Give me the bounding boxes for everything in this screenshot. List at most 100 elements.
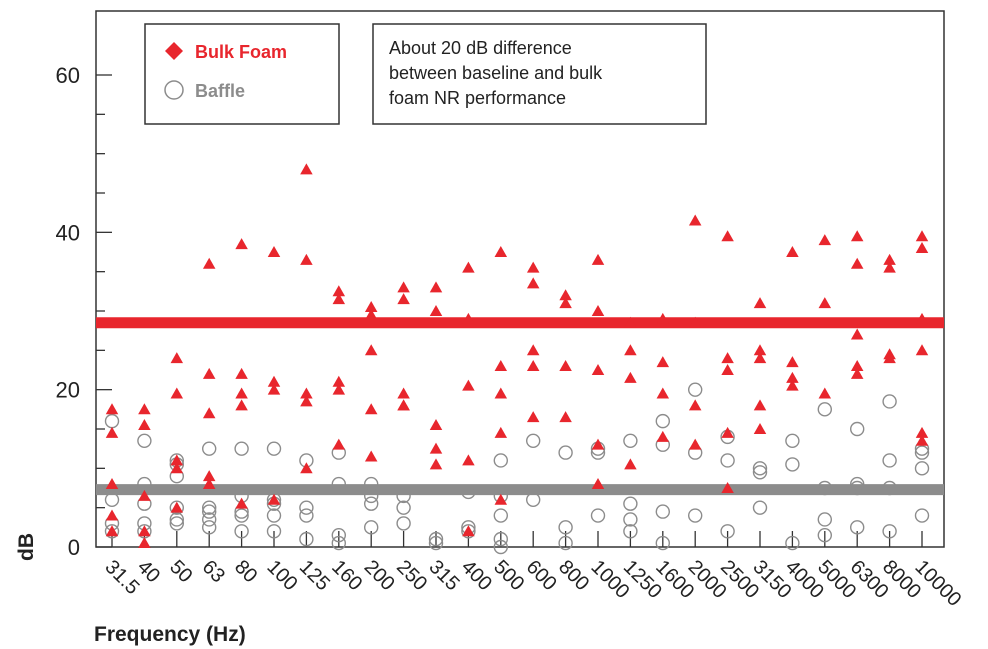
bulk-foam-point xyxy=(753,344,767,356)
bulk-foam-point xyxy=(170,462,184,474)
baffle-point xyxy=(817,528,832,543)
baffle-point xyxy=(882,394,897,409)
baffle-point xyxy=(623,524,638,539)
bulk-foam-point xyxy=(624,316,637,328)
bulk-foam-point xyxy=(624,344,637,356)
bulk-foam-point xyxy=(915,344,929,356)
bulk-foam-point xyxy=(397,399,410,411)
baffle-point xyxy=(914,445,930,460)
bulk-foam-point xyxy=(105,478,119,490)
bulk-foam-point xyxy=(267,375,281,387)
bulk-foam-point xyxy=(235,387,248,399)
bulk-foam-point xyxy=(721,352,734,364)
baffle-point xyxy=(428,535,444,551)
baffle-point xyxy=(364,488,379,504)
baffle-point xyxy=(331,528,346,543)
bulk-foam-point xyxy=(170,352,184,364)
bulk-foam-point xyxy=(850,257,864,269)
baffle-point xyxy=(396,516,411,531)
baffle-point xyxy=(104,524,120,539)
bulk-foam-point xyxy=(786,356,799,368)
bulk-foam-point xyxy=(591,438,605,450)
baffle-point xyxy=(590,508,606,523)
y-tick-label: 60 xyxy=(56,63,80,88)
bulk-foam-point xyxy=(364,450,378,462)
bulk-foam-point xyxy=(526,261,540,273)
bulk-foam-point xyxy=(688,214,702,226)
bulk-foam-point xyxy=(462,454,475,466)
bulk-foam-point xyxy=(753,422,767,434)
bulk-foam-point xyxy=(915,230,929,242)
bulk-foam-point xyxy=(202,470,216,482)
baffle-point xyxy=(364,476,379,492)
x-tick-label: 250 xyxy=(392,556,431,595)
baffle-point xyxy=(493,453,508,468)
data-points xyxy=(104,163,930,555)
baffle-point xyxy=(720,524,735,539)
baffle-point xyxy=(850,520,865,535)
baffle-point xyxy=(234,441,249,456)
baffle-point xyxy=(201,500,217,515)
bulk-foam-point xyxy=(721,230,734,242)
x-tick-label: 31.5 xyxy=(100,556,143,599)
baffle-point xyxy=(299,531,314,547)
bulk-foam-point xyxy=(138,537,151,549)
x-tick-label: 400 xyxy=(457,556,496,595)
bulk-foam-point xyxy=(235,367,248,379)
baffle-point xyxy=(752,500,768,515)
baffle-point xyxy=(817,512,832,527)
baffle-point xyxy=(720,453,735,468)
bulk-foam-point xyxy=(591,478,605,490)
bulk-foam-point xyxy=(105,525,119,537)
bulk-foam-point xyxy=(753,352,767,364)
bulk-foam-point xyxy=(656,312,670,324)
baffle-point xyxy=(104,492,120,507)
bulk-foam-point xyxy=(170,387,184,399)
bulk-foam-point xyxy=(267,383,281,395)
bulk-foam-point xyxy=(559,411,572,423)
baffle-point xyxy=(266,441,282,456)
bulk-foam-point xyxy=(202,367,216,379)
annotation-line-1: About 20 dB difference xyxy=(389,38,572,58)
bulk-foam-point xyxy=(915,434,929,446)
baffle-point xyxy=(688,508,703,523)
baffle-point xyxy=(655,535,670,551)
bulk-foam-point xyxy=(591,363,605,375)
bulk-foam-point xyxy=(850,230,864,242)
bulk-foam-point xyxy=(332,438,346,450)
baffle-point xyxy=(623,433,638,448)
bulk-foam-point xyxy=(559,289,572,301)
bulk-foam-point xyxy=(915,426,929,438)
baffle-point xyxy=(331,535,346,551)
bulk-foam-point xyxy=(786,371,799,383)
baffle-point xyxy=(299,500,314,515)
baffle-point xyxy=(396,500,411,515)
bulk-foam-point xyxy=(462,379,475,391)
bulk-foam-point xyxy=(397,281,410,293)
bulk-foam-point xyxy=(332,293,346,305)
bulk-foam-point xyxy=(753,399,767,411)
bulk-foam-point xyxy=(915,242,929,254)
x-tick-label: 50 xyxy=(165,556,196,587)
x-tick-label: 80 xyxy=(230,556,261,587)
bulk-foam-point xyxy=(138,403,151,415)
bulk-foam-point xyxy=(429,458,443,470)
annotation-line-2: between baseline and bulk xyxy=(389,63,603,83)
bulk-foam-point xyxy=(364,301,378,313)
bulk-foam-point xyxy=(202,407,216,419)
bulk-foam-point xyxy=(462,261,475,273)
baffle-point xyxy=(201,520,217,535)
baffle-point xyxy=(234,524,249,539)
legend-circle-icon xyxy=(164,80,184,100)
bulk-foam-point xyxy=(429,442,443,454)
bulk-foam-point xyxy=(429,281,443,293)
legend: Bulk Foam Baffle xyxy=(144,23,340,125)
baffle-point xyxy=(752,465,768,480)
legend-diamond-icon xyxy=(165,42,183,60)
baffle-point xyxy=(137,433,152,448)
x-tick-label: 125 xyxy=(295,556,334,595)
baffle-point xyxy=(785,535,800,551)
baffle-point xyxy=(850,480,865,496)
baffle-point xyxy=(461,484,476,500)
baffle-point xyxy=(266,508,282,523)
